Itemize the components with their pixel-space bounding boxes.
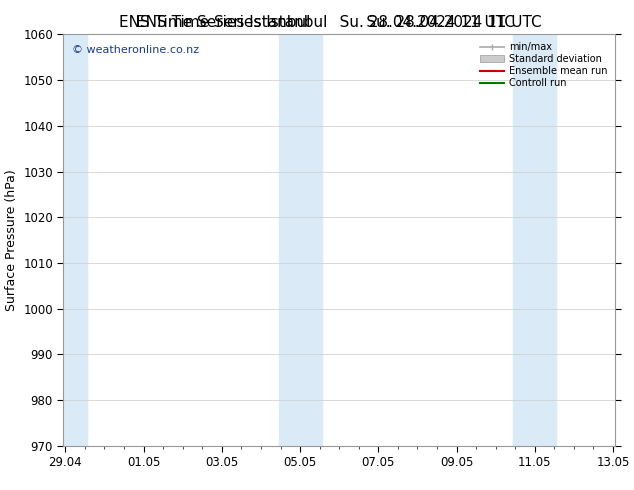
Text: © weatheronline.co.nz: © weatheronline.co.nz xyxy=(72,45,199,54)
Text: ENS Time Series Istanbul      Su. 28.04.2024 11 UTC: ENS Time Series Istanbul Su. 28.04.2024 … xyxy=(119,15,515,30)
Title: ENS Time Series Istanbul        Su. 28.04.2024 11 UTC: ENS Time Series Istanbul Su. 28.04.2024 … xyxy=(136,15,542,30)
Bar xyxy=(514,34,556,446)
Y-axis label: Surface Pressure (hPa): Surface Pressure (hPa) xyxy=(4,169,18,311)
Legend: min/max, Standard deviation, Ensemble mean run, Controll run: min/max, Standard deviation, Ensemble me… xyxy=(477,39,610,91)
Bar xyxy=(278,34,321,446)
Bar xyxy=(63,34,87,446)
